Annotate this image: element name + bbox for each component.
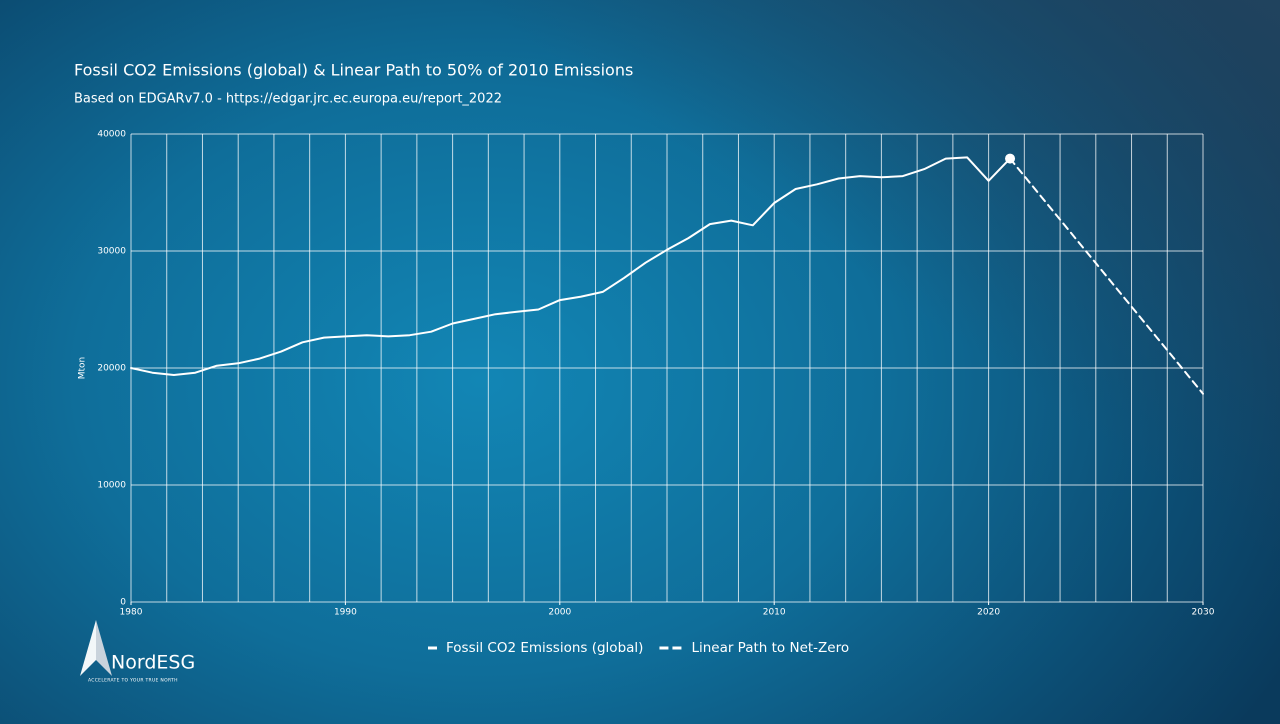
x-tick-label: 2000 xyxy=(548,608,571,618)
y-tick-label: 0 xyxy=(120,598,126,608)
start-point xyxy=(1005,153,1016,164)
y-tick-label: 30000 xyxy=(97,247,126,257)
logo-mark xyxy=(96,620,112,676)
y-tick-label: 10000 xyxy=(97,481,126,491)
chart-subtitle: Based on EDGARv7.0 - https://edgar.jrc.e… xyxy=(74,92,502,107)
logo: NordESG ACCELERATE TO YOUR TRUE NORTH xyxy=(80,620,195,684)
logo-mark xyxy=(80,620,96,676)
x-tick-label: 2030 xyxy=(1192,608,1215,618)
x-tick-label: 2010 xyxy=(763,608,786,618)
logo-name: NordESG xyxy=(111,652,195,674)
line xyxy=(130,156,1011,376)
logo-tagline: ACCELERATE TO YOUR TRUE NORTH xyxy=(88,678,178,684)
legend-label: Fossil CO2 Emissions (global) xyxy=(446,640,643,656)
legend-label: Linear Path to Net-Zero xyxy=(691,640,849,656)
chart-title: Fossil CO2 Emissions (global) & Linear P… xyxy=(74,61,633,80)
x-tick-label: 2020 xyxy=(977,608,1000,618)
x-tick-label: 1990 xyxy=(334,608,357,618)
y-tick-label: 20000 xyxy=(97,364,126,374)
legend: Fossil CO2 Emissions (global) Linear Path… xyxy=(428,640,849,656)
y-axis-label: Mton xyxy=(78,357,88,380)
x-tick-label: 1980 xyxy=(120,608,143,618)
dashed-line xyxy=(1009,157,1204,395)
y-tick-label: 40000 xyxy=(97,130,126,140)
